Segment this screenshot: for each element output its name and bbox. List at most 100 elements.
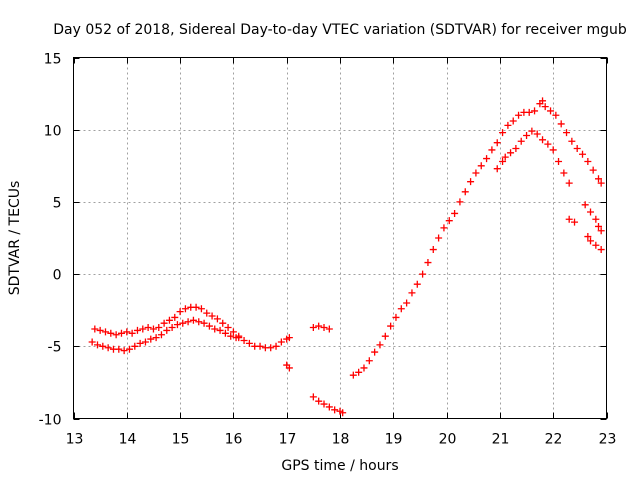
data-point [349,371,357,379]
data-point [256,342,264,350]
data-point [467,178,475,186]
data-point [197,305,205,313]
data-point [147,335,155,343]
series-4 [349,97,605,379]
data-point [547,107,555,115]
x-tick-label: 14 [119,432,137,448]
data-point [544,140,552,148]
data-point [141,338,149,346]
data-point [192,303,200,311]
data-point [112,331,120,339]
data-point [309,393,317,401]
data-point [413,280,421,288]
data-point [235,334,243,342]
data-point [176,308,184,316]
data-point [597,179,605,187]
data-point [184,318,192,326]
data-point [205,322,213,330]
data-point [595,175,603,183]
data-point [125,345,133,353]
series-1 [88,316,293,372]
data-point [429,246,437,254]
series-5 [493,127,605,254]
data-point [499,129,507,137]
data-point [488,146,496,154]
data-point [285,334,293,342]
data-point [107,329,115,337]
data-point [128,329,136,337]
data-point [376,341,384,349]
data-point [493,165,501,173]
y-tick-label: 5 [53,196,62,212]
data-point [592,215,600,223]
x-tick-label: 20 [439,432,457,448]
y-tick-labels: -10 -5 0 5 10 15 [39,52,62,429]
data-point [131,342,139,350]
data-point [331,406,339,414]
x-tick-label: 22 [545,432,563,448]
data-point [309,324,317,332]
y-tick-label: 10 [44,124,62,140]
x-tick-label: 23 [599,432,617,448]
y-tick-label: 0 [53,268,62,284]
data-point [99,342,107,350]
data-point [216,326,224,334]
data-point [587,208,595,216]
data-point [565,215,573,223]
data-point [355,368,363,376]
x-axis-label: GPS time / hours [281,458,398,474]
data-point [424,259,432,267]
data-point [592,241,600,249]
data-point [512,144,520,152]
data-point [152,334,160,342]
data-point [528,127,536,135]
data-point [381,332,389,340]
data-point [499,157,507,165]
data-point [523,131,531,139]
data-point [568,137,576,145]
data-point [115,345,123,353]
data-point [557,120,565,128]
data-point [531,107,539,115]
data-point [165,316,173,324]
tick-layer [73,57,608,420]
data-point [224,324,232,332]
data-point [320,324,328,332]
data-point [88,338,96,346]
data-point [213,315,221,323]
data-point [403,299,411,307]
data-point [456,198,464,206]
data-point [408,289,416,297]
data-point [541,103,549,111]
data-point [533,130,541,138]
data-point [211,325,219,333]
data-point [240,337,248,345]
data-point [563,129,571,137]
data-point [515,111,523,119]
data-point [587,237,595,245]
data-point [181,305,189,313]
data-point [440,224,448,232]
data-point [200,319,208,327]
data-point [552,111,560,119]
data-point [219,319,227,327]
data-point [325,403,333,411]
data-point [525,108,533,116]
data-point [507,149,515,157]
x-tick-label: 18 [332,432,350,448]
x-tick-label: 17 [279,432,297,448]
data-point [584,157,592,165]
data-point [565,179,573,187]
data-points [88,97,605,417]
data-point [91,325,99,333]
data-point [229,328,237,336]
y-tick-label: -5 [48,340,62,356]
data-point [272,342,280,350]
data-point [285,364,293,372]
x-tick-label: 15 [172,432,190,448]
data-point [144,324,152,332]
data-point [133,326,141,334]
data-point [96,326,104,334]
data-point [445,217,453,225]
